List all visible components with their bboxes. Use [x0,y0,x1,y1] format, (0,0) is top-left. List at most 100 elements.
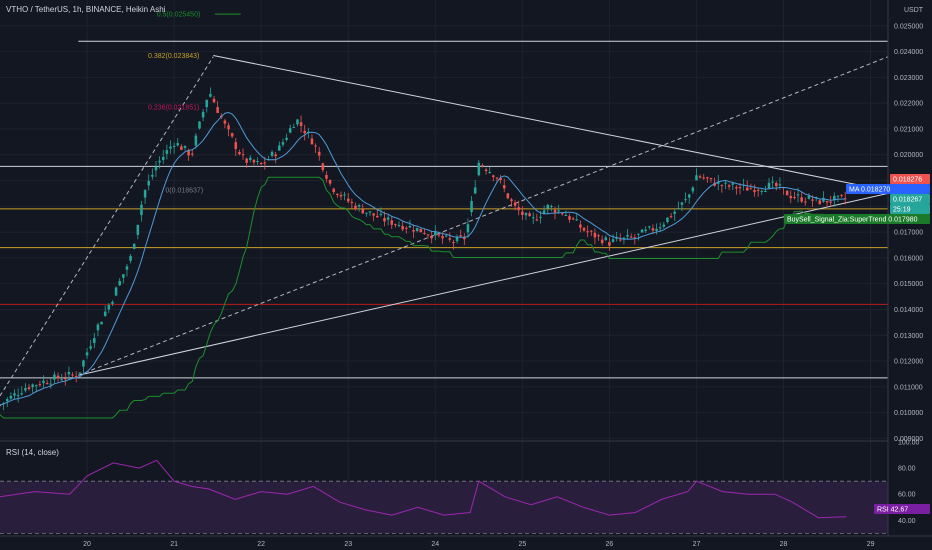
candle-body[interactable] [401,226,404,230]
candle-body[interactable] [521,211,524,215]
candle-body[interactable] [394,224,397,226]
candle-body[interactable] [506,193,510,199]
candle-body[interactable] [640,229,644,233]
candle-body[interactable] [343,194,346,196]
candle-body[interactable] [71,374,74,376]
candle-body[interactable] [129,255,132,261]
candle-body[interactable] [321,163,325,170]
time-axis[interactable]: 20 21 22 23 24 25 26 27 28 29 [83,541,874,548]
candle-body[interactable] [586,231,589,233]
candle-body[interactable] [423,232,426,234]
candle-body[interactable] [132,243,136,249]
candle-body[interactable] [590,230,593,232]
candle-body[interactable] [198,121,201,129]
candle-body[interactable] [706,177,709,179]
candle-body[interactable] [825,200,829,203]
candle-body[interactable] [749,188,753,190]
candle-body[interactable] [459,235,462,237]
trend-line[interactable] [0,56,214,397]
candle-body[interactable] [767,182,771,189]
candle-body[interactable] [473,187,477,194]
candle-body[interactable] [680,202,684,205]
candle-body[interactable] [415,227,419,231]
candle-body[interactable] [644,229,647,231]
candle-body[interactable] [542,210,546,214]
candle-body[interactable] [245,158,248,163]
candle-body[interactable] [405,227,408,229]
candle-body[interactable] [238,151,241,155]
candle-body[interactable] [16,395,20,397]
candle-body[interactable] [666,217,669,223]
candle-body[interactable] [745,187,749,191]
rsi-axis[interactable]: 100.00 80.00 60.00 40.00 [898,440,920,525]
candle-body[interactable] [154,166,158,171]
candle-body[interactable] [256,161,259,163]
candle-body[interactable] [114,287,118,296]
candle-body[interactable] [357,205,361,207]
candle-body[interactable] [107,305,111,310]
candle-body[interactable] [383,218,386,222]
candle-body[interactable] [785,190,789,196]
candle-body[interactable] [42,380,45,384]
candle-body[interactable] [608,242,611,246]
candle-body[interactable] [444,235,448,237]
candle-body[interactable] [201,111,205,118]
candle-body[interactable] [140,204,143,216]
candle-body[interactable] [259,162,263,165]
candle-body[interactable] [495,177,499,179]
candle-body[interactable] [53,374,56,380]
candle-body[interactable] [727,185,731,187]
candle-body[interactable] [372,213,375,216]
candle-body[interactable] [234,142,238,150]
candle-body[interactable] [350,202,354,204]
candle-body[interactable] [183,145,187,148]
candle-body[interactable] [524,212,528,216]
candle-body[interactable] [691,187,695,192]
candle-body[interactable] [45,383,49,385]
candle-body[interactable] [230,133,234,137]
candle-body[interactable] [553,209,557,213]
trend-line[interactable] [78,56,889,376]
candle-body[interactable] [49,383,53,385]
candle-body[interactable] [764,191,767,193]
candle-body[interactable] [629,236,633,238]
candle-body[interactable] [13,393,16,396]
candle-body[interactable] [419,228,423,233]
candle-body[interactable] [738,187,742,189]
candle-body[interactable] [481,165,484,167]
candle-body[interactable] [317,151,321,156]
candle-body[interactable] [252,159,256,163]
candle-body[interactable] [328,180,332,184]
candle-body[interactable] [288,128,292,133]
candle-body[interactable] [756,189,760,191]
candle-body[interactable] [437,234,441,236]
candles[interactable] [0,87,847,411]
candle-body[interactable] [379,214,383,216]
candle-body[interactable] [74,376,78,378]
candle-body[interactable] [263,162,267,164]
candle-body[interactable] [807,195,811,199]
candle-body[interactable] [560,213,564,215]
candle-body[interactable] [223,120,227,124]
candle-body[interactable] [582,228,586,231]
candle-body[interactable] [673,211,676,214]
candle-body[interactable] [637,233,640,235]
candle-body[interactable] [227,125,230,130]
candle-body[interactable] [212,98,216,103]
candle-body[interactable] [535,219,539,221]
candle-body[interactable] [176,143,180,146]
candle-body[interactable] [829,201,832,203]
candle-body[interactable] [571,218,575,220]
candle-body[interactable] [662,224,666,227]
candle-body[interactable] [430,236,433,239]
candle-body[interactable] [303,130,306,134]
candle-body[interactable] [684,199,687,201]
candle-body[interactable] [611,239,615,242]
candle-body[interactable] [82,360,85,367]
candle-body[interactable] [216,107,219,113]
candle-body[interactable] [412,230,415,232]
candle-body[interactable] [669,216,673,218]
candle-body[interactable] [122,274,125,278]
candle-body[interactable] [658,227,662,229]
